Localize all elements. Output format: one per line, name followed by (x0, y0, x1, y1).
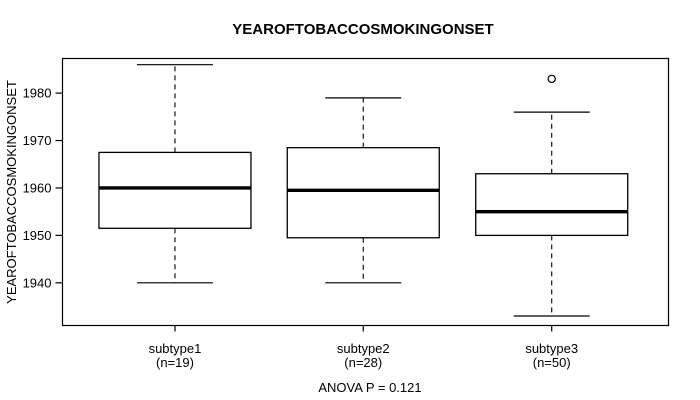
y-axis-label: YEAROFTOBACCOSMOKINGONSET (4, 80, 19, 304)
group-n-label: (n=28) (344, 355, 382, 370)
group-label-subtype1: subtype1 (149, 341, 202, 356)
y-tick-label: 1950 (23, 228, 52, 243)
y-tick-label: 1980 (23, 86, 52, 101)
y-tick-label: 1970 (23, 133, 52, 148)
group-n-label: (n=50) (533, 355, 571, 370)
plot-frame (61, 57, 670, 327)
box-subtype2 (286, 147, 440, 239)
y-tick-label: 1940 (23, 275, 52, 290)
outlier-point (547, 74, 556, 84)
group-label-subtype3: subtype3 (525, 341, 578, 356)
plot-area: 1940 1950 1960 1970 1980 subtype1(n=19) subtyp… (23, 57, 670, 370)
box-subtype3 (475, 173, 629, 237)
group-n-label: (n=19) (156, 355, 194, 370)
anova-annotation: ANOVA P = 0.121 (318, 380, 421, 395)
y-tick-label: 1960 (23, 180, 52, 195)
box-subtype1 (98, 151, 252, 229)
chart-title: YEAROFTOBACCOSMOKINGONSET (232, 21, 493, 38)
group-label-subtype2: subtype2 (337, 341, 390, 356)
